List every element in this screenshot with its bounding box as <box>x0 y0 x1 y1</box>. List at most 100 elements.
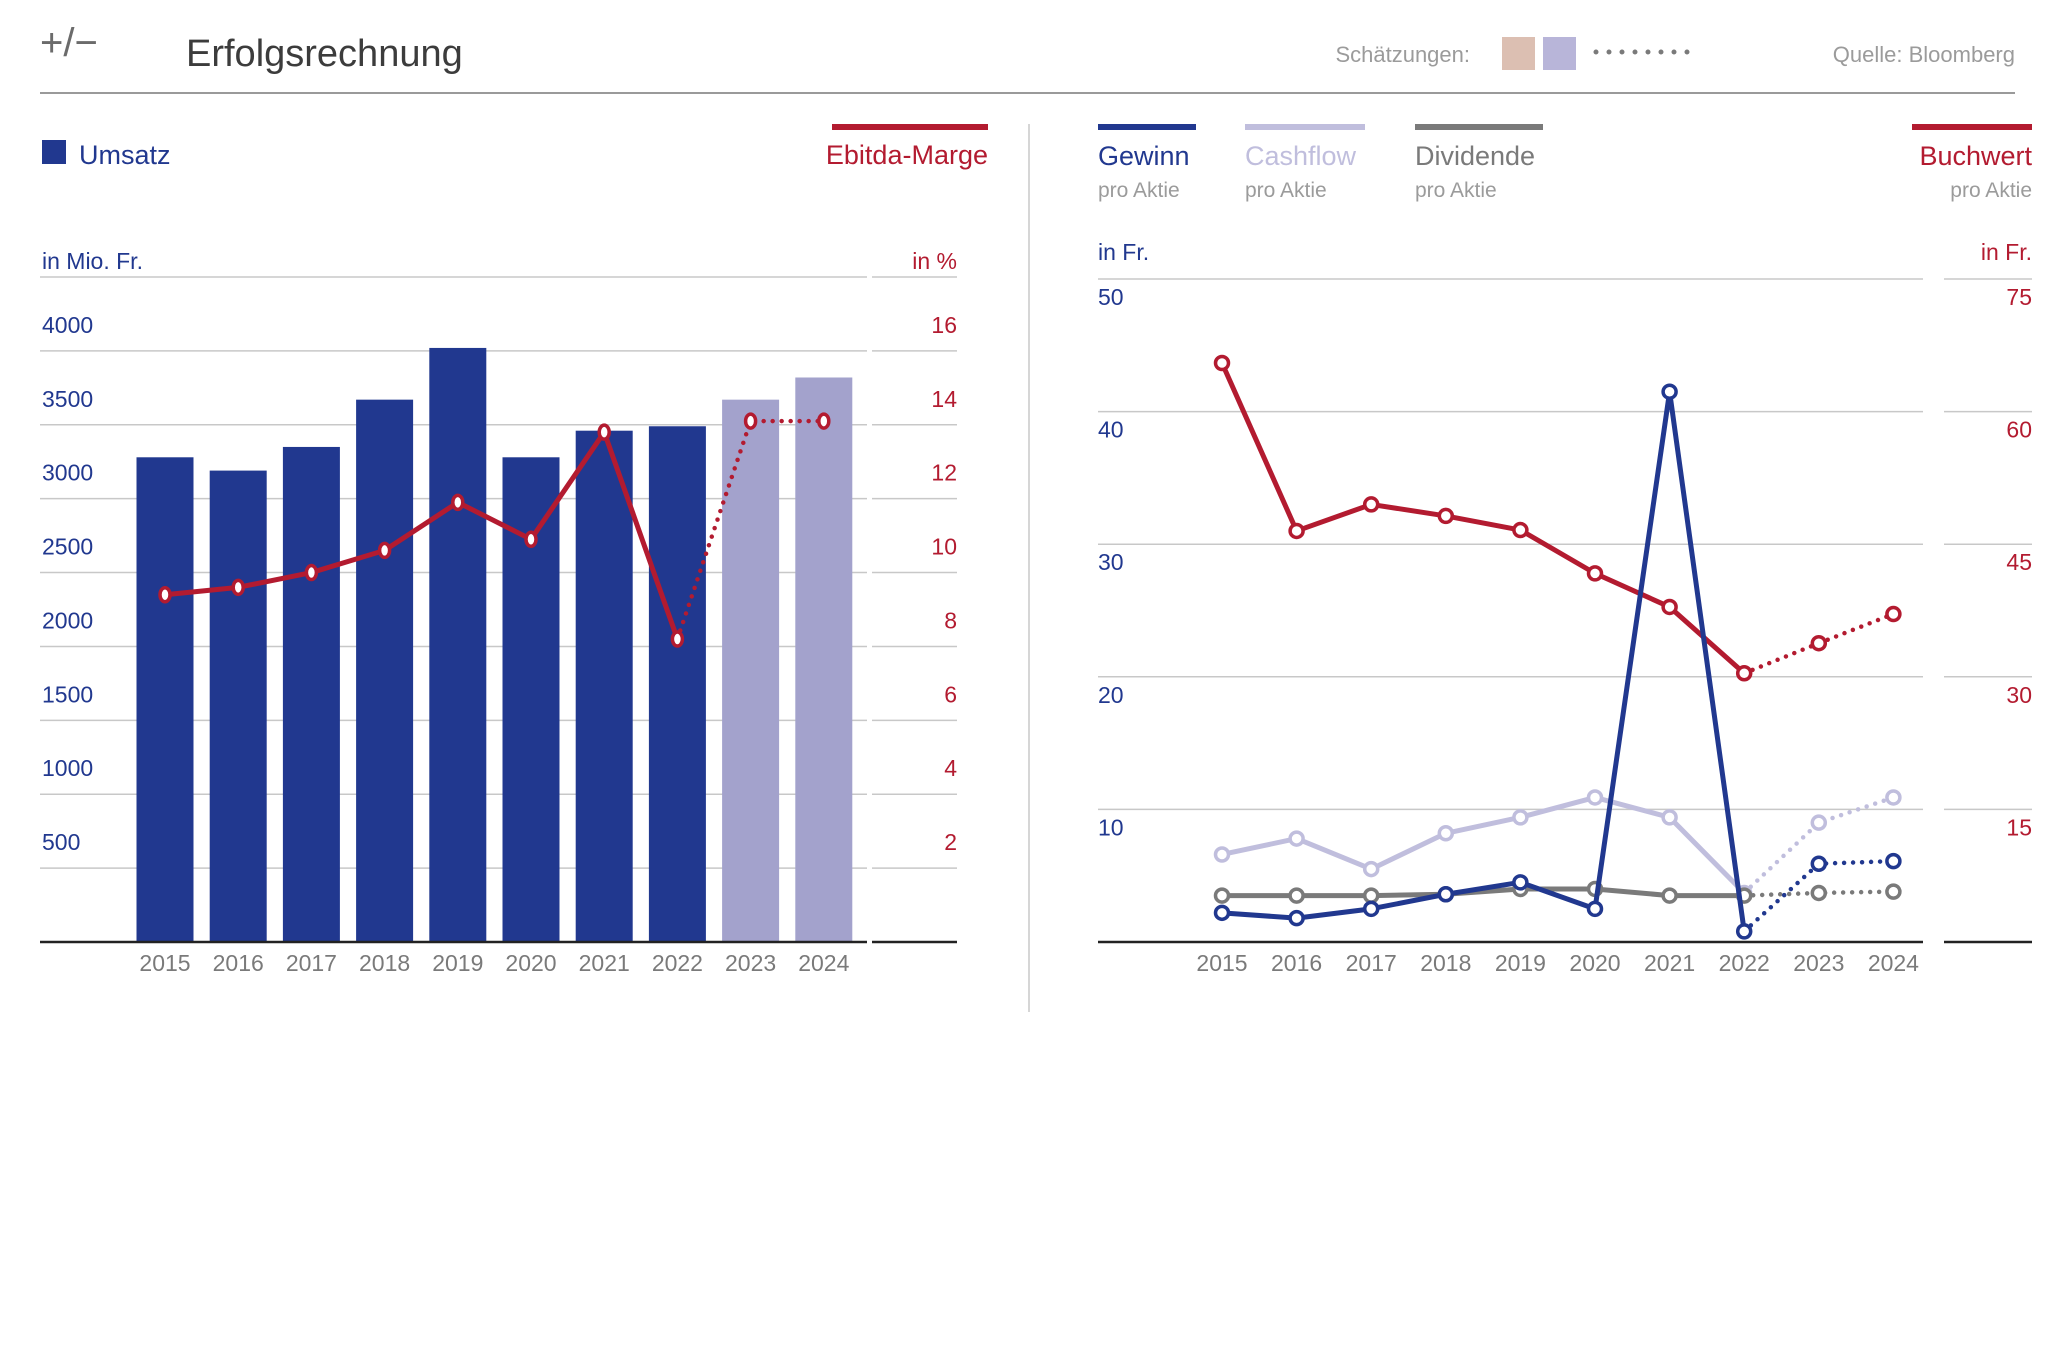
x-tick-2018: 2018 <box>1420 950 1471 976</box>
ebitda-point-2021 <box>597 423 611 441</box>
umsatz-legend-label: Umsatz <box>79 140 171 170</box>
dividende-point-2015 <box>1213 887 1231 904</box>
estimate-swatch-beige <box>1502 37 1535 70</box>
right-unit-right: in Fr. <box>1981 239 2032 265</box>
y-tick-left-500: 500 <box>42 829 80 855</box>
ebitda-point-2023 <box>743 412 758 430</box>
cashflow-point-2024 <box>1885 789 1902 806</box>
buchwert-point-2017 <box>1362 496 1380 513</box>
umsatz-legend-swatch <box>42 140 66 164</box>
bar-umsatz-2016 <box>209 470 267 942</box>
left-chart: 500 1000 1500 2000 2500 3000 3500 4000 2 4 6 8 10 12 1… <box>40 276 957 976</box>
left-unit-left: in Mio. Fr. <box>42 248 143 274</box>
x-tick-2019: 2019 <box>1495 950 1546 976</box>
right-chart: 10 20 30 40 50 15 30 45 60 75 2015 2016 2017 2018 2019… <box>1098 278 2032 976</box>
dividende-line-estimate <box>1741 889 1896 898</box>
bar-umsatz-2021 <box>575 430 633 942</box>
bar-umsatz-2023 <box>722 399 780 943</box>
gewinn-point-2021 <box>1661 383 1678 400</box>
bar-umsatz-2018 <box>356 399 414 943</box>
y-tick-right-45: 45 <box>2006 549 2032 575</box>
dividende-point-2017 <box>1362 887 1380 904</box>
bar-umsatz-2015 <box>136 457 194 942</box>
cashflow-point-2017 <box>1362 860 1380 878</box>
y-tick-right-12: 12 <box>931 460 957 486</box>
bar-umsatz-2024 <box>795 377 853 942</box>
gewinn-point-2020 <box>1586 900 1604 918</box>
bar-umsatz-2019 <box>429 347 487 942</box>
y-tick-left-1500: 1500 <box>42 681 93 707</box>
y-tick-right-15: 15 <box>2006 814 2032 840</box>
gewinn-legend-label: Gewinn <box>1098 141 1190 171</box>
dividende-point-2016 <box>1288 887 1305 904</box>
y-tick-left-20: 20 <box>1098 682 1124 708</box>
ebitda-point-2018 <box>377 541 392 560</box>
buchwert-point-2024 <box>1885 605 1902 623</box>
ebitda-line-estimate <box>675 418 827 642</box>
x-tick-2021: 2021 <box>579 950 630 976</box>
dividende-point-2023 <box>1810 884 1828 902</box>
ebitda-point-2022 <box>670 630 685 648</box>
bar-umsatz-2017 <box>282 446 340 942</box>
buchwert-point-2019 <box>1512 521 1529 539</box>
dividende-point-2024 <box>1885 883 1902 900</box>
gewinn-line <box>1221 389 1747 932</box>
cashflow-point-2023 <box>1810 814 1828 831</box>
gewinn-point-2019 <box>1512 874 1529 891</box>
y-tick-left-2500: 2500 <box>42 534 93 560</box>
gewinn-point-2023 <box>1810 855 1828 873</box>
y-tick-left-30: 30 <box>1098 549 1124 575</box>
x-tick-2015: 2015 <box>139 950 190 976</box>
y-tick-left-10: 10 <box>1098 814 1124 840</box>
left-unit-right: in % <box>912 248 957 274</box>
x-tick-2016: 2016 <box>213 950 264 976</box>
y-tick-right-14: 14 <box>931 386 957 412</box>
x-tick-2022: 2022 <box>652 950 703 976</box>
estimate-swatch-lavender <box>1543 37 1576 70</box>
dividende-line <box>1222 886 1745 899</box>
cashflow-point-2015 <box>1213 846 1231 863</box>
gewinn-point-2024 <box>1885 852 1902 870</box>
ebitda-line <box>164 429 680 640</box>
buchwert-point-2023 <box>1810 634 1828 652</box>
bar-umsatz-2022 <box>648 426 706 942</box>
ebitda-legend-label: Ebitda-Marge <box>826 140 988 170</box>
dividende-legend-label: Dividende <box>1415 141 1535 171</box>
cashflow-line-estimate <box>1741 795 1896 896</box>
buchwert-line <box>1219 361 1746 676</box>
buchwert-point-2018 <box>1437 507 1455 525</box>
y-tick-right-60: 60 <box>2006 417 2032 443</box>
gewinn-point-2022 <box>1735 923 1753 940</box>
y-tick-left-50: 50 <box>1098 284 1124 310</box>
y-tick-right-4: 4 <box>944 755 957 781</box>
logo: +/− <box>40 21 98 65</box>
source-note: Quelle: Bloomberg <box>1833 42 2015 67</box>
y-tick-left-2000: 2000 <box>42 607 93 633</box>
buchwert-point-2016 <box>1288 522 1305 540</box>
x-tick-2023: 2023 <box>1793 950 1844 976</box>
cashflow-point-2021 <box>1661 809 1678 826</box>
y-tick-left-3000: 3000 <box>42 460 93 486</box>
buchwert-point-2021 <box>1661 598 1678 616</box>
cashflow-line <box>1221 794 1746 895</box>
y-tick-right-8: 8 <box>944 607 957 633</box>
gewinn-point-2018 <box>1437 886 1455 903</box>
gewinn-point-2016 <box>1288 909 1305 927</box>
buchwert-legend-sub: pro Aktie <box>1950 179 2032 202</box>
ebitda-point-2024 <box>817 412 831 430</box>
cashflow-legend-sub: pro Aktie <box>1245 179 1327 202</box>
x-tick-2024: 2024 <box>798 950 849 976</box>
cashflow-point-2018 <box>1437 825 1455 842</box>
x-tick-2020: 2020 <box>505 950 556 976</box>
y-tick-right-30: 30 <box>2006 682 2032 708</box>
ebitda-point-2020 <box>524 530 538 549</box>
x-tick-2024: 2024 <box>1868 950 1919 976</box>
x-tick-2015: 2015 <box>1196 950 1247 976</box>
y-tick-right-10: 10 <box>931 534 957 560</box>
buchwert-point-2015 <box>1213 354 1231 372</box>
x-tick-2018: 2018 <box>359 950 410 976</box>
x-tick-2020: 2020 <box>1569 950 1620 976</box>
cashflow-legend-label: Cashflow <box>1245 141 1357 171</box>
x-tick-2017: 2017 <box>1346 950 1397 976</box>
